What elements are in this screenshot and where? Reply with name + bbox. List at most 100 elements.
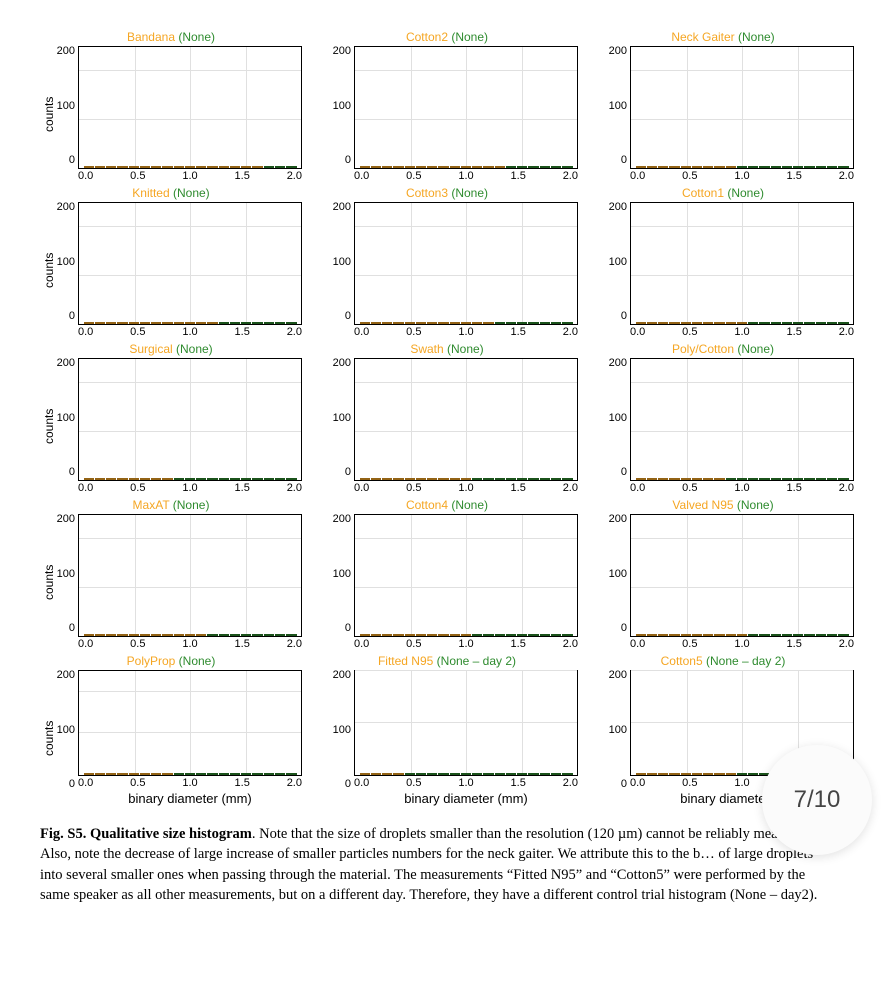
x-axis-ticks: 0.00.51.01.52.0 — [78, 481, 302, 494]
panel-cotton1: Cotton1 (None) 20010000.00.51.01.52.0 — [592, 186, 854, 338]
y-axis-ticks: 2001000 — [332, 46, 354, 182]
panel-name: Surgical — [129, 342, 176, 356]
histogram-grid: Bandana (None)counts20010000.00.51.01.52… — [40, 30, 854, 806]
panel-name: Valved N95 — [672, 498, 736, 512]
panel-name: Cotton1 — [682, 186, 727, 200]
panel-name: PolyProp — [127, 654, 179, 668]
x-axis-label: binary diameter (mm) — [78, 791, 302, 806]
panel-none: (None) — [178, 30, 215, 44]
panel-title: Swath (None) — [316, 342, 578, 356]
x-axis-ticks: 0.00.51.01.52.0 — [78, 637, 302, 650]
histogram-plot — [354, 46, 578, 169]
y-axis-ticks: 2001000 — [608, 202, 630, 338]
panel-none: (None) — [738, 30, 775, 44]
panel-title: Bandana (None) — [40, 30, 302, 44]
x-axis-ticks: 0.00.51.01.52.0 — [354, 325, 578, 338]
x-axis-ticks: 0.00.51.01.52.0 — [630, 169, 854, 182]
histogram-plot — [354, 202, 578, 325]
y-axis-label: counts — [40, 202, 56, 338]
x-axis-ticks: 0.00.51.01.52.0 — [78, 169, 302, 182]
histogram-plot — [354, 670, 578, 776]
x-axis-ticks: 0.00.51.01.52.0 — [630, 325, 854, 338]
histogram-plot — [78, 670, 302, 776]
x-axis-ticks: 0.00.51.01.52.0 — [630, 481, 854, 494]
y-axis-ticks: 2001000 — [608, 46, 630, 182]
x-axis-ticks: 0.00.51.01.52.0 — [354, 776, 578, 789]
panel-none: (None) — [451, 186, 488, 200]
panel-title: Valved N95 (None) — [592, 498, 854, 512]
panel-title: Cotton1 (None) — [592, 186, 854, 200]
panel-none: (None – day 2) — [437, 654, 516, 668]
histogram-plot — [630, 514, 854, 637]
panel-cotton2: Cotton2 (None) 20010000.00.51.01.52.0 — [316, 30, 578, 182]
panel-name: Fitted N95 — [378, 654, 437, 668]
histogram-plot — [354, 514, 578, 637]
histogram-plot — [630, 46, 854, 169]
x-axis-ticks: 0.00.51.01.52.0 — [354, 169, 578, 182]
panel-title: Cotton2 (None) — [316, 30, 578, 44]
x-axis-ticks: 0.00.51.01.52.0 — [78, 776, 302, 789]
panel-cotton4: Cotton4 (None) 20010000.00.51.01.52.0 — [316, 498, 578, 650]
panel-name: Swath — [410, 342, 447, 356]
panel-cotton3: Cotton3 (None)20010000.00.51.01.52.0 — [316, 186, 578, 338]
histogram-plot — [78, 514, 302, 637]
y-axis-label: counts — [40, 514, 56, 650]
panel-title: Cotton4 (None) — [316, 498, 578, 512]
panel-none: (None) — [737, 498, 774, 512]
histogram-plot — [354, 358, 578, 481]
panel-none: (None) — [179, 654, 216, 668]
y-axis-ticks: 2001000 — [332, 514, 354, 650]
histogram-plot — [78, 202, 302, 325]
panel-title: Surgical (None) — [40, 342, 302, 356]
panel-title: Neck Gaiter (None) — [592, 30, 854, 44]
panel-none: (None) — [447, 342, 484, 356]
panel-title: Cotton3 (None) — [316, 186, 578, 200]
panel-name: Cotton5 — [661, 654, 706, 668]
y-axis-ticks: 2001000 — [332, 670, 354, 806]
page-indicator: 7/10 — [762, 745, 872, 855]
panel-name: Cotton4 — [406, 498, 451, 512]
panel-name: Neck Gaiter — [671, 30, 738, 44]
y-axis-ticks: 2001000 — [608, 358, 630, 494]
panel-name: Poly/Cotton — [672, 342, 737, 356]
panel-swath: Swath (None) 20010000.00.51.01.52.0 — [316, 342, 578, 494]
panel-none: (None) — [737, 342, 774, 356]
panel-name: Cotton3 — [406, 186, 451, 200]
panel-maxat: MaxAT (None) counts20010000.00.51.01.52.0 — [40, 498, 302, 650]
panel-title: MaxAT (None) — [40, 498, 302, 512]
y-axis-ticks: 2001000 — [56, 514, 78, 650]
panel-title: Poly/Cotton (None) — [592, 342, 854, 356]
panel-knitted: Knitted (None) counts20010000.00.51.01.52… — [40, 186, 302, 338]
y-axis-ticks: 2001000 — [56, 670, 78, 806]
y-axis-label: counts — [40, 358, 56, 494]
panel-name: Bandana — [127, 30, 178, 44]
x-axis-ticks: 0.00.51.01.52.0 — [78, 325, 302, 338]
y-axis-ticks: 2001000 — [608, 670, 630, 806]
y-axis-ticks: 2001000 — [608, 514, 630, 650]
panel-none: (None) — [173, 498, 210, 512]
panel-valved-n95: Valved N95 (None) 20010000.00.51.01.52.0 — [592, 498, 854, 650]
panel-name: Knitted — [132, 186, 173, 200]
panel-bandana: Bandana (None) counts20010000.00.51.01.52… — [40, 30, 302, 182]
figure-caption: Fig. S5. Qualitative size histogram. Not… — [40, 824, 820, 905]
x-axis-label: binary diameter (mm) — [354, 791, 578, 806]
x-axis-ticks: 0.00.51.01.52.0 — [630, 637, 854, 650]
panel-none: (None) — [173, 186, 210, 200]
y-axis-label: counts — [40, 670, 56, 806]
histogram-plot — [78, 46, 302, 169]
panel-polyprop: PolyProp (None) counts20010000.00.51.01.5… — [40, 654, 302, 806]
x-axis-ticks: 0.00.51.01.52.0 — [354, 637, 578, 650]
y-axis-label: counts — [40, 46, 56, 182]
panel-none: (None) — [727, 186, 764, 200]
panel-title: PolyProp (None) — [40, 654, 302, 668]
caption-lead: Fig. S5. Qualitative size histogram — [40, 826, 252, 842]
x-axis-ticks: 0.00.51.01.52.0 — [354, 481, 578, 494]
panel-name: MaxAT — [133, 498, 173, 512]
panel-poly-cotton: Poly/Cotton (None) 20010000.00.51.01.52.0 — [592, 342, 854, 494]
y-axis-ticks: 2001000 — [332, 358, 354, 494]
y-axis-ticks: 2001000 — [56, 202, 78, 338]
y-axis-ticks: 2001000 — [56, 46, 78, 182]
panel-title: Fitted N95 (None – day 2) — [316, 654, 578, 668]
panel-neck-gaiter: Neck Gaiter (None) 20010000.00.51.01.52.0 — [592, 30, 854, 182]
panel-none: (None) — [451, 30, 488, 44]
